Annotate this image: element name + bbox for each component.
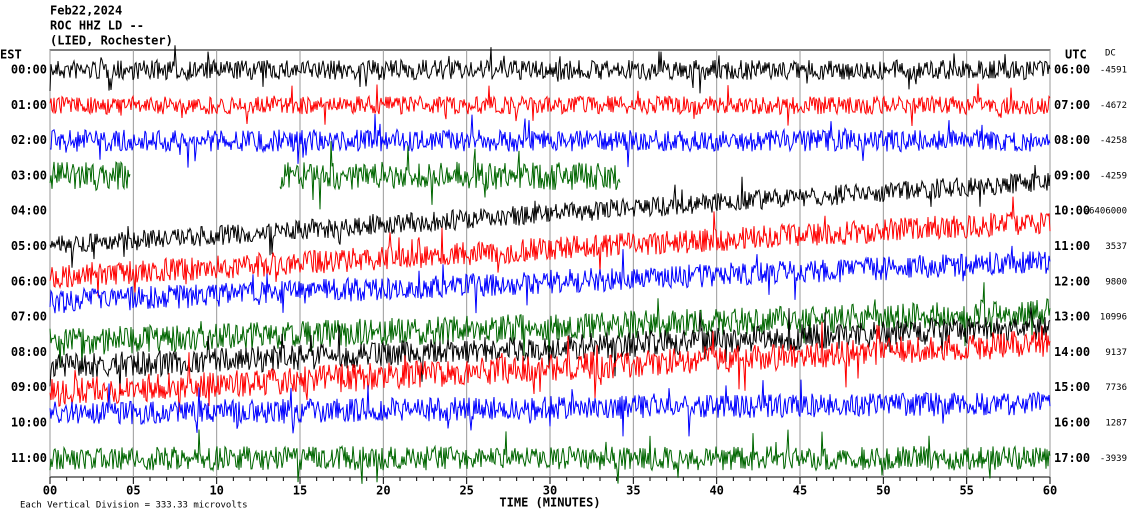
dc-label: 9137 <box>1105 348 1127 358</box>
trace <box>49 45 1051 94</box>
location: (LIED, Rochester) <box>50 34 173 48</box>
dc-label: 3537 <box>1105 242 1127 252</box>
dc-label: -4591 <box>1100 66 1127 76</box>
est-label: 04:00 <box>11 204 47 218</box>
est-label: 03:00 <box>11 168 47 182</box>
x-tick-label: 20 <box>376 484 390 498</box>
trace <box>49 379 1051 437</box>
x-tick-label: 35 <box>626 484 640 498</box>
trace <box>49 160 131 192</box>
x-tick-label: 15 <box>293 484 307 498</box>
station: ROC HHZ LD -- <box>50 19 144 33</box>
est-label: 00:00 <box>11 63 47 77</box>
x-tick-label: 30 <box>543 484 557 498</box>
est-label: 07:00 <box>11 310 47 324</box>
est-label: 01:00 <box>11 98 47 112</box>
trace <box>49 164 1051 268</box>
dc-label: -4672 <box>1100 101 1127 111</box>
utc-label: 06:00 <box>1054 63 1090 77</box>
est-label: 05:00 <box>11 239 47 253</box>
utc-label: 17:00 <box>1054 451 1090 465</box>
x-tick-label: 40 <box>709 484 723 498</box>
trace <box>49 113 1051 168</box>
trace <box>49 83 1051 127</box>
trace <box>49 245 1051 314</box>
dc-title: DC <box>1105 49 1116 59</box>
x-tick-label: 05 <box>126 484 140 498</box>
trace <box>49 196 1051 297</box>
utc-label: 08:00 <box>1054 133 1090 147</box>
x-axis-title: TIME (MINUTES) <box>499 496 600 510</box>
est-label: 02:00 <box>11 133 47 147</box>
utc-label: 10:00 <box>1054 204 1090 218</box>
utc-label: 14:00 <box>1054 345 1090 359</box>
dc-label: -4259 <box>1100 171 1127 181</box>
utc-label: 15:00 <box>1054 380 1090 394</box>
x-tick-label: 60 <box>1043 484 1057 498</box>
traces <box>49 45 1051 484</box>
dc-label: 7736 <box>1105 383 1127 393</box>
x-tick-label: 25 <box>459 484 473 498</box>
dc-label: 10996 <box>1100 313 1127 323</box>
utc-label: 09:00 <box>1054 168 1090 182</box>
utc-label: 07:00 <box>1054 98 1090 112</box>
utc-title: UTC <box>1065 48 1087 62</box>
x-tick-label: 50 <box>876 484 890 498</box>
est-label: 10:00 <box>11 416 47 430</box>
est-title: EST <box>0 48 22 62</box>
dc-label: 1287 <box>1105 419 1127 429</box>
x-tick-label: 00 <box>43 484 57 498</box>
x-tick-label: 55 <box>959 484 973 498</box>
dc-label: -4258 <box>1100 136 1127 146</box>
dc-label: 9800 <box>1105 277 1127 287</box>
dc-label: -3939 <box>1100 454 1127 464</box>
est-label: 08:00 <box>11 345 47 359</box>
x-tick-label: 10 <box>209 484 223 498</box>
trace <box>279 141 621 210</box>
date: Feb22,2024 <box>50 4 122 18</box>
utc-label: 11:00 <box>1054 239 1090 253</box>
est-label: 11:00 <box>11 451 47 465</box>
utc-label: 12:00 <box>1054 274 1090 288</box>
est-label: 09:00 <box>11 380 47 394</box>
trace <box>49 307 1051 394</box>
dc-label: -6406000 <box>1084 207 1127 217</box>
x-tick-label: 45 <box>793 484 807 498</box>
scale-note: Each Vertical Division = 333.33 microvol… <box>20 501 248 511</box>
est-label: 06:00 <box>11 274 47 288</box>
trace <box>49 429 1051 484</box>
utc-label: 16:00 <box>1054 416 1090 430</box>
trace <box>49 321 1051 413</box>
utc-label: 13:00 <box>1054 310 1090 324</box>
